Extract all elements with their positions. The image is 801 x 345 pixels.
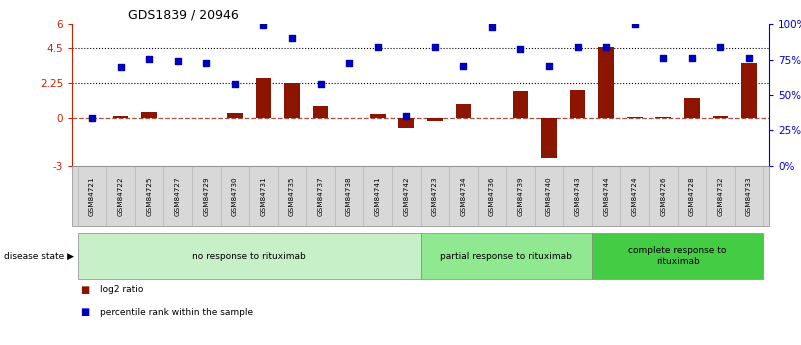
Text: GSM84737: GSM84737 [317, 176, 324, 216]
Point [571, 45, 584, 50]
Point [743, 56, 755, 61]
Bar [713, 116, 728, 118]
Bar [427, 118, 443, 121]
Point [714, 45, 727, 50]
Text: GSM84744: GSM84744 [603, 176, 610, 216]
Point [372, 45, 384, 50]
Text: GSM84721: GSM84721 [89, 176, 95, 216]
Point [657, 56, 670, 61]
Text: log2 ratio: log2 ratio [100, 285, 143, 294]
Point [343, 60, 356, 66]
Point [429, 45, 441, 50]
Text: GSM84730: GSM84730 [231, 176, 238, 216]
Bar [398, 118, 414, 128]
Bar [370, 114, 385, 118]
Bar [513, 91, 529, 118]
Point [600, 45, 613, 50]
Text: GSM84726: GSM84726 [660, 176, 666, 216]
Text: GSM84734: GSM84734 [461, 176, 466, 216]
Point [485, 24, 498, 30]
Bar [456, 104, 471, 118]
Bar [227, 114, 243, 118]
Text: GSM84742: GSM84742 [403, 176, 409, 216]
Point [143, 56, 155, 61]
Bar [570, 90, 586, 118]
Point [86, 115, 99, 120]
Text: GSM84727: GSM84727 [175, 176, 181, 216]
Text: GSM84729: GSM84729 [203, 176, 209, 216]
Point [314, 81, 327, 86]
Text: GSM84741: GSM84741 [375, 176, 380, 216]
Text: GSM84731: GSM84731 [260, 176, 267, 216]
Point [400, 113, 413, 118]
Text: disease state ▶: disease state ▶ [4, 252, 74, 261]
Bar [627, 117, 642, 118]
Bar [541, 118, 557, 158]
Text: GSM84735: GSM84735 [289, 176, 295, 216]
Text: GSM84733: GSM84733 [746, 176, 752, 216]
Point [228, 81, 241, 86]
Text: GSM84732: GSM84732 [718, 176, 723, 216]
Point [115, 64, 127, 69]
Point [686, 56, 698, 61]
Point [514, 46, 527, 52]
Point [257, 23, 270, 28]
Text: GSM84724: GSM84724 [632, 176, 638, 216]
Point [171, 58, 184, 64]
Point [457, 63, 469, 69]
Text: GSM84743: GSM84743 [574, 176, 581, 216]
Bar [312, 106, 328, 118]
Text: GSM84736: GSM84736 [489, 176, 495, 216]
Text: GSM84738: GSM84738 [346, 176, 352, 216]
Bar [113, 116, 128, 118]
Text: GSM84740: GSM84740 [546, 176, 552, 216]
Text: GSM84739: GSM84739 [517, 176, 524, 216]
Text: partial response to rituximab: partial response to rituximab [441, 252, 572, 261]
Bar [141, 112, 157, 118]
Point [628, 21, 641, 27]
Bar [655, 117, 671, 118]
Bar [741, 63, 757, 118]
Text: no response to rituximab: no response to rituximab [192, 252, 306, 261]
Bar [684, 98, 700, 118]
Text: ■: ■ [80, 307, 90, 317]
Text: percentile rank within the sample: percentile rank within the sample [100, 308, 253, 317]
Bar [284, 82, 300, 118]
Text: ■: ■ [80, 285, 90, 295]
Point [286, 35, 299, 40]
Bar [256, 78, 272, 118]
Text: GSM84722: GSM84722 [118, 176, 123, 216]
Point [542, 63, 555, 69]
Text: GDS1839 / 20946: GDS1839 / 20946 [128, 9, 239, 22]
Text: GSM84723: GSM84723 [432, 176, 438, 216]
Text: GSM84725: GSM84725 [147, 176, 152, 216]
Text: complete response to
rituximab: complete response to rituximab [628, 246, 727, 266]
Text: GSM84728: GSM84728 [689, 176, 694, 216]
Bar [598, 47, 614, 118]
Point [200, 60, 213, 66]
